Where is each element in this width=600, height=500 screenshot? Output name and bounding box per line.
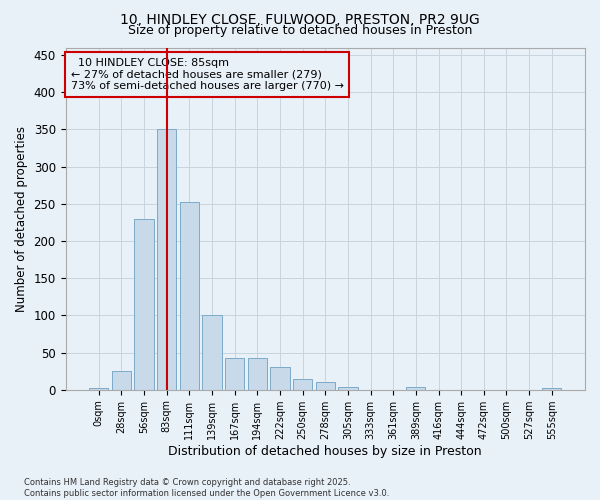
Text: Size of property relative to detached houses in Preston: Size of property relative to detached ho… [128, 24, 472, 37]
Bar [157, 130, 176, 390]
Y-axis label: Number of detached properties: Number of detached properties [15, 126, 28, 312]
Text: 10 HINDLEY CLOSE: 85sqm
← 27% of detached houses are smaller (279)
73% of semi-d: 10 HINDLEY CLOSE: 85sqm ← 27% of detache… [71, 58, 344, 91]
X-axis label: Distribution of detached houses by size in Preston: Distribution of detached houses by size … [169, 444, 482, 458]
Bar [316, 382, 335, 390]
Bar [293, 378, 312, 390]
Bar [180, 202, 199, 390]
Bar [406, 388, 425, 390]
Bar [112, 371, 131, 390]
Bar [248, 358, 267, 390]
Bar [271, 368, 290, 390]
Bar [542, 388, 562, 390]
Bar [89, 388, 109, 390]
Bar [338, 388, 358, 390]
Bar [202, 316, 221, 390]
Text: 10, HINDLEY CLOSE, FULWOOD, PRESTON, PR2 9UG: 10, HINDLEY CLOSE, FULWOOD, PRESTON, PR2… [120, 12, 480, 26]
Text: Contains HM Land Registry data © Crown copyright and database right 2025.
Contai: Contains HM Land Registry data © Crown c… [24, 478, 389, 498]
Bar [225, 358, 244, 390]
Bar [134, 218, 154, 390]
